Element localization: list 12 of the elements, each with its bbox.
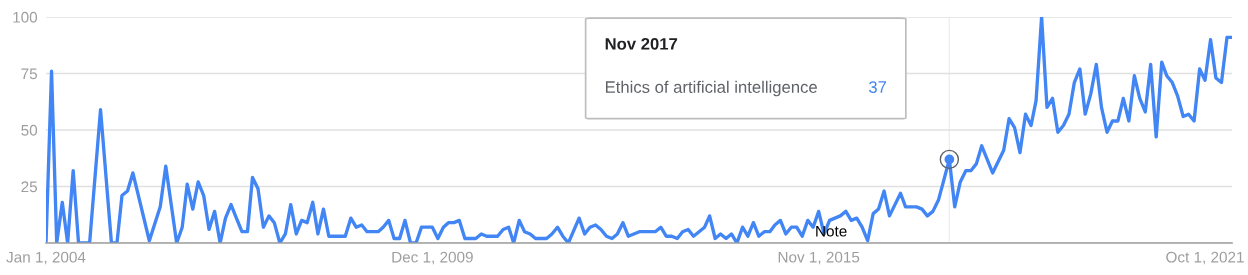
x-tick-label: Jan 1, 2004 [6,251,86,265]
x-tick-label: Nov 1, 2015 [778,251,860,265]
y-tick-label: 100 [13,11,38,23]
y-tick-label: 50 [21,124,38,136]
x-tick-label: Oct 1, 2021 [1166,251,1244,265]
text: Ethics of artificial intelligence [605,80,817,97]
annotation: Nov 2017 [605,37,678,50]
annotation: 37 [868,81,887,93]
y-tick-label: 75 [21,68,38,80]
line-series [46,17,1232,243]
x-tick-label: Dec 1, 2009 [392,251,473,265]
y-tick-label: 25 [21,181,38,193]
